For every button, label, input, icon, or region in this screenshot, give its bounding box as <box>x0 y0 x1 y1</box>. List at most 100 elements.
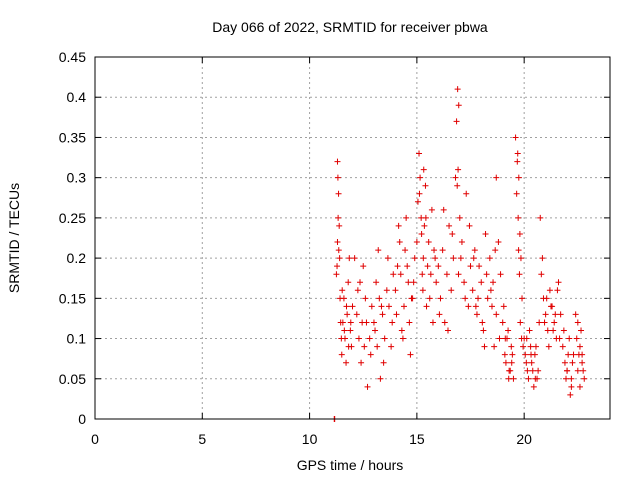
data-point <box>402 247 409 254</box>
data-point <box>469 287 476 294</box>
data-point <box>555 279 562 286</box>
data-point <box>514 158 521 165</box>
data-point <box>472 303 479 310</box>
data-point <box>480 327 487 334</box>
data-point <box>381 335 388 342</box>
data-point <box>462 295 469 302</box>
data-point <box>407 351 414 358</box>
data-point <box>414 198 421 205</box>
y-axis-label: SRMTID / TECUs <box>6 183 22 293</box>
data-point <box>335 190 342 197</box>
data-point <box>481 343 488 350</box>
data-point <box>493 174 500 181</box>
data-point <box>488 303 495 310</box>
data-point <box>339 319 346 326</box>
data-point <box>420 255 427 262</box>
data-point <box>465 303 472 310</box>
y-axis-ticks: 0 0.05 0.1 0.15 0.2 0.25 0.3 0.35 0.4 0.45 <box>59 49 610 427</box>
x-tick-label: 20 <box>516 431 532 447</box>
data-point <box>370 319 377 326</box>
data-point <box>517 319 524 326</box>
data-point <box>550 327 557 334</box>
y-tick-label: 0.4 <box>67 89 87 105</box>
data-point <box>523 359 530 366</box>
data-point <box>444 327 451 334</box>
data-point <box>453 118 460 125</box>
data-point <box>428 206 435 213</box>
data-point <box>499 319 506 326</box>
data-point <box>385 303 392 310</box>
data-point <box>564 367 571 374</box>
data-point <box>543 295 550 302</box>
data-point <box>455 271 462 278</box>
data-point <box>482 230 489 237</box>
data-point <box>345 343 352 350</box>
data-point <box>378 303 385 310</box>
data-point <box>493 311 500 318</box>
data-point <box>339 287 346 294</box>
data-point <box>358 359 365 366</box>
x-tick-label: 15 <box>409 431 425 447</box>
data-point <box>560 327 567 334</box>
data-point <box>379 311 386 318</box>
data-point <box>573 335 580 342</box>
x-axis-ticks: 0 5 10 15 20 <box>91 57 532 447</box>
data-point <box>539 255 546 262</box>
data-point <box>432 255 439 262</box>
data-point <box>347 319 354 326</box>
data-point <box>487 287 494 294</box>
data-point <box>416 150 423 157</box>
data-point <box>419 287 426 294</box>
y-tick-label: 0.35 <box>59 129 86 145</box>
data-point <box>440 206 447 213</box>
data-point <box>455 102 462 109</box>
data-point <box>501 351 508 358</box>
data-point <box>471 247 478 254</box>
data-point <box>449 230 456 237</box>
data-point <box>364 383 371 390</box>
data-point <box>556 335 563 342</box>
data-point <box>406 319 413 326</box>
data-point <box>394 263 401 270</box>
data-point <box>461 279 468 286</box>
data-point <box>433 279 440 286</box>
data-point <box>363 319 370 326</box>
data-point <box>552 311 559 318</box>
data-point <box>427 271 434 278</box>
data-point <box>527 343 534 350</box>
data-point <box>353 311 360 318</box>
data-point <box>544 327 551 334</box>
data-point <box>341 327 348 334</box>
data-point <box>537 214 544 221</box>
data-point <box>551 319 558 326</box>
x-tick-label: 5 <box>198 431 206 447</box>
data-point <box>505 375 512 382</box>
data-point <box>346 255 353 262</box>
data-point <box>516 230 523 237</box>
data-point <box>392 287 399 294</box>
data-point <box>519 295 526 302</box>
data-point <box>491 343 498 350</box>
data-point <box>515 214 522 221</box>
data-point <box>375 247 382 254</box>
data-point <box>529 367 536 374</box>
data-point <box>576 383 583 390</box>
chart-title: Day 066 of 2022, SRMTID for receiver pbw… <box>212 19 488 35</box>
y-tick-label: 0 <box>78 411 86 427</box>
data-point <box>574 367 581 374</box>
data-point <box>388 343 395 350</box>
data-point <box>413 239 420 246</box>
data-point <box>347 327 354 334</box>
data-point <box>516 271 523 278</box>
data-point <box>568 383 575 390</box>
data-point <box>419 271 426 278</box>
data-point <box>568 375 575 382</box>
y-tick-label: 0.15 <box>59 290 86 306</box>
data-point <box>384 255 391 262</box>
data-point <box>380 359 387 366</box>
data-point <box>343 359 350 366</box>
data-point <box>360 263 367 270</box>
data-point <box>554 287 561 294</box>
data-point <box>520 343 527 350</box>
data-point <box>569 359 576 366</box>
